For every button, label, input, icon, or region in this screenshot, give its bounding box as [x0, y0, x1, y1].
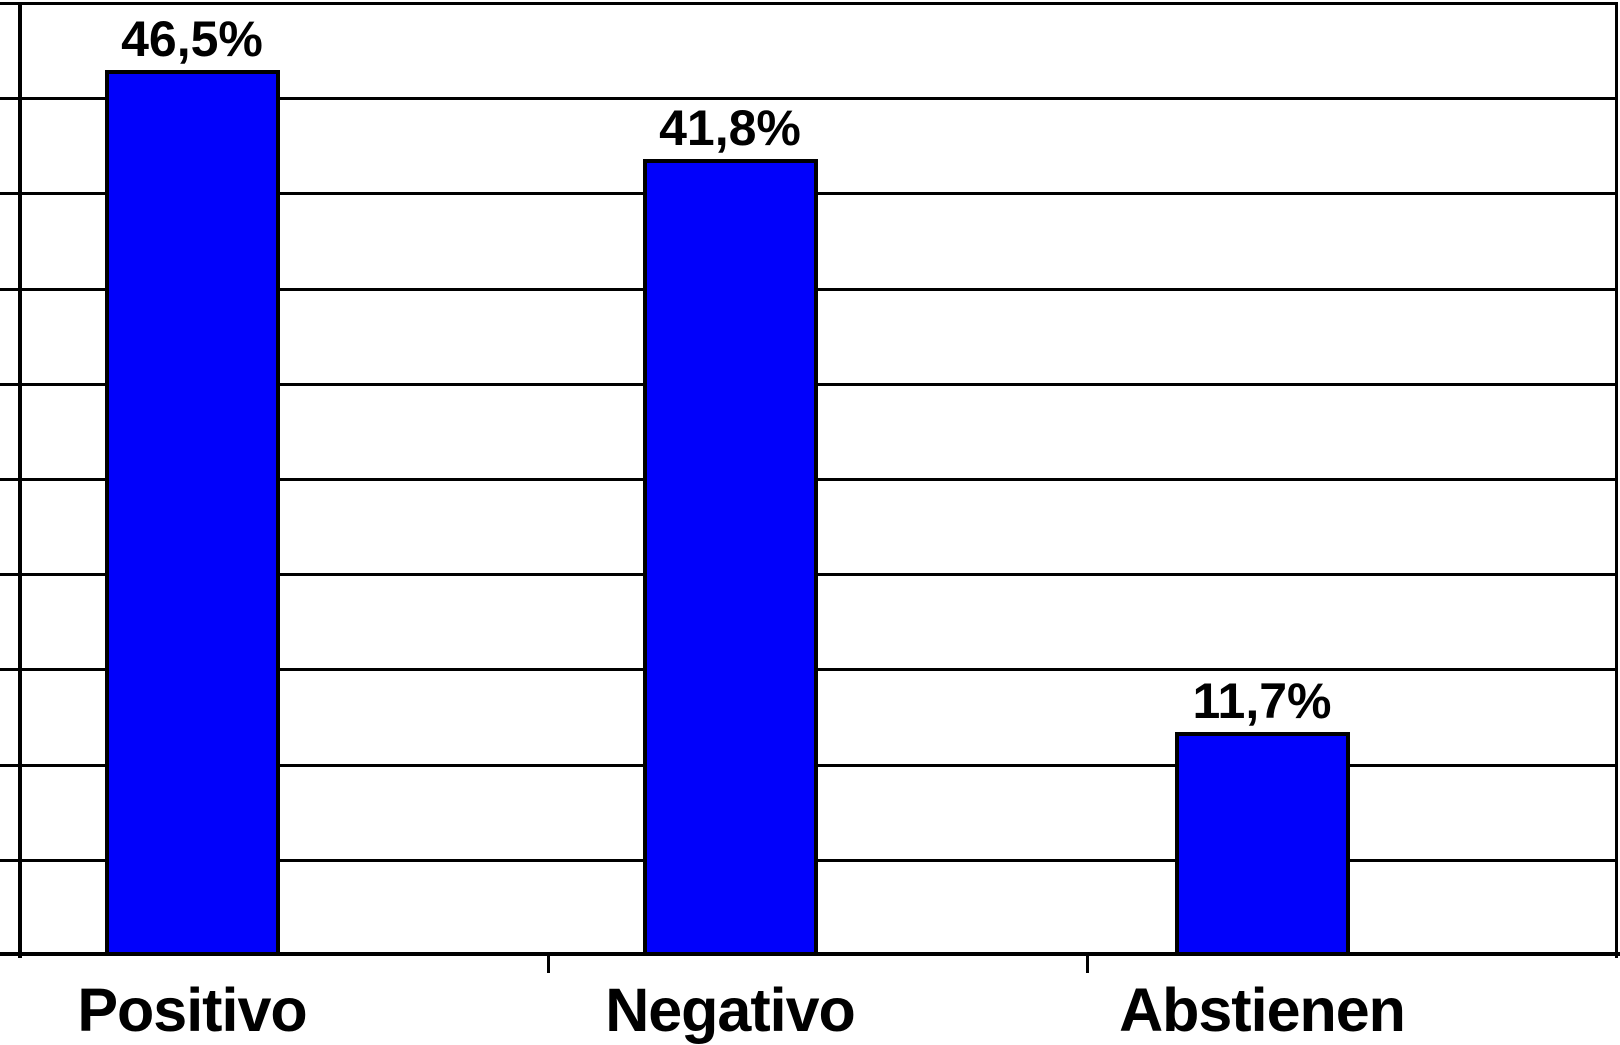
- bar-abstienen: [1175, 732, 1350, 956]
- category-label-abstienen: Abstienen: [1119, 976, 1406, 1044]
- bar-positivo: [105, 70, 280, 956]
- value-label-negativo: 41,8%: [659, 100, 801, 156]
- x-axis-tick-2: [1086, 955, 1089, 973]
- plot-top-border: [0, 2, 1618, 5]
- category-label-positivo: Positivo: [77, 976, 307, 1044]
- y-axis-line: [18, 3, 22, 958]
- value-label-abstienen: 11,7%: [1192, 673, 1332, 729]
- bar-negativo: [643, 159, 818, 956]
- gridline: [0, 97, 1618, 100]
- plot-right-border: [1615, 3, 1618, 958]
- value-label-positivo: 46,5%: [121, 11, 263, 67]
- category-label-negativo: Negativo: [605, 976, 856, 1044]
- x-axis-tick-1: [547, 955, 550, 973]
